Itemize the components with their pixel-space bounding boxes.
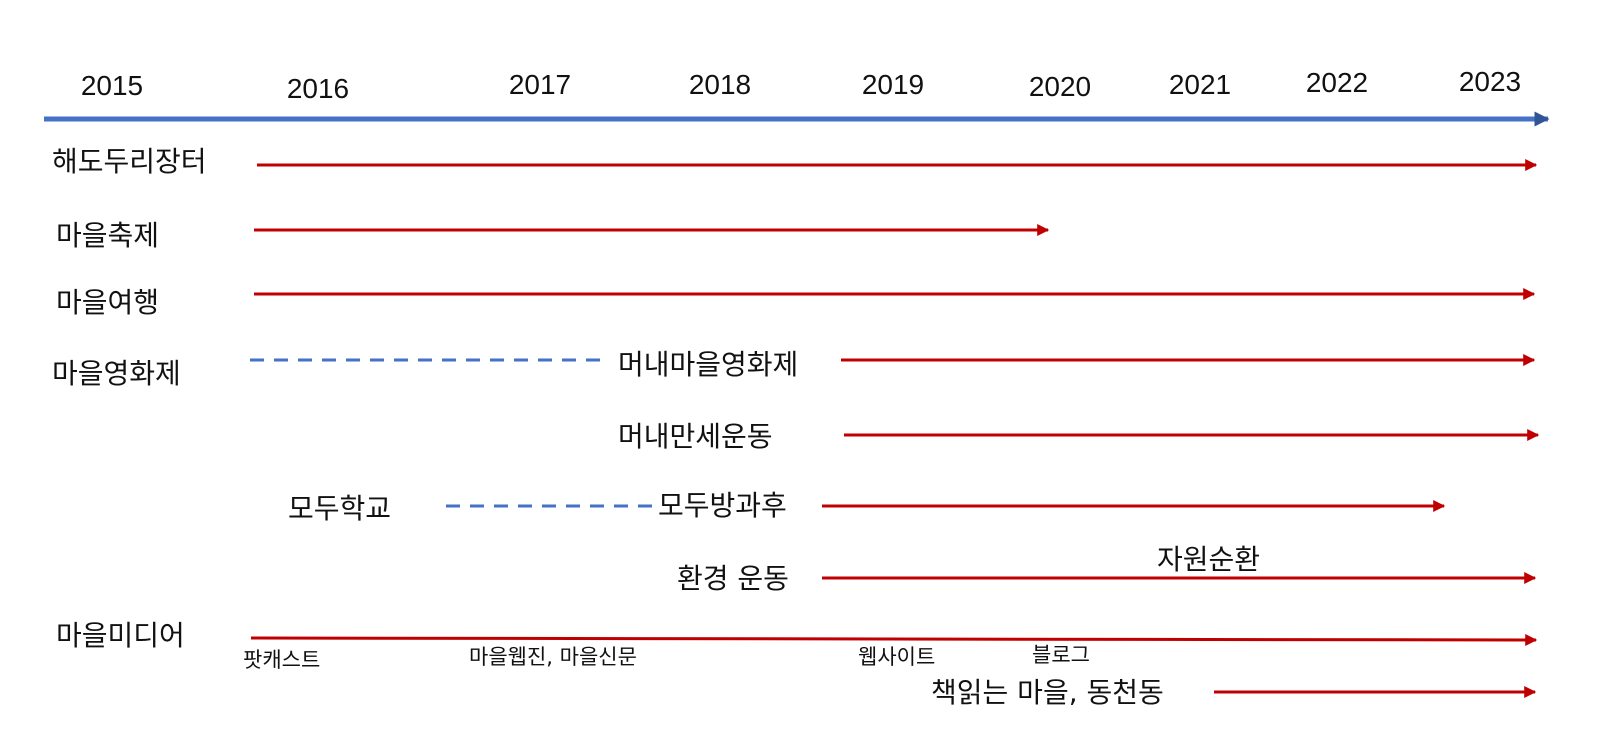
row-label-market: 해도두리장터 bbox=[52, 145, 207, 178]
row-label-media: 마을미디어 bbox=[56, 619, 185, 652]
label-books: 책읽는 마을, 동천동 bbox=[931, 676, 1164, 709]
row-label-festival: 마을축제 bbox=[56, 219, 159, 252]
media-item-webzine: 마을웹진, 마을신문 bbox=[469, 645, 637, 669]
year-label-2019: 2019 bbox=[862, 69, 924, 100]
year-label-2017: 2017 bbox=[509, 69, 571, 100]
label-film-new: 머내마을영화제 bbox=[618, 348, 798, 381]
year-label-2020: 2020 bbox=[1029, 71, 1091, 102]
label-manse: 머내만세운동 bbox=[618, 420, 773, 453]
label-school-after: 모두방과후 bbox=[658, 489, 787, 522]
year-label-2023: 2023 bbox=[1459, 66, 1521, 97]
year-label-2021: 2021 bbox=[1169, 69, 1231, 100]
year-label-2016: 2016 bbox=[287, 73, 349, 104]
year-label-2015: 2015 bbox=[81, 70, 143, 101]
label-environment: 환경 운동 bbox=[677, 562, 789, 595]
row-label-travel: 마을여행 bbox=[56, 286, 159, 319]
year-label-2018: 2018 bbox=[689, 69, 751, 100]
row-label-film: 마을영화제 bbox=[52, 357, 181, 390]
arrow-media-2016-2023 bbox=[250, 633, 1538, 646]
media-item-website: 웹사이트 bbox=[858, 645, 935, 669]
media-item-podcast: 팟캐스트 bbox=[243, 648, 320, 672]
year-label-2022: 2022 bbox=[1306, 67, 1368, 98]
label-resource: 자원순환 bbox=[1157, 543, 1260, 576]
year-labels: 2015 2016 2017 2018 2019 2020 2021 2022 2023 bbox=[81, 66, 1521, 104]
label-school-start: 모두학교 bbox=[288, 492, 391, 525]
timeline-segments bbox=[250, 159, 1540, 698]
media-item-blog: 블로그 bbox=[1032, 643, 1090, 667]
